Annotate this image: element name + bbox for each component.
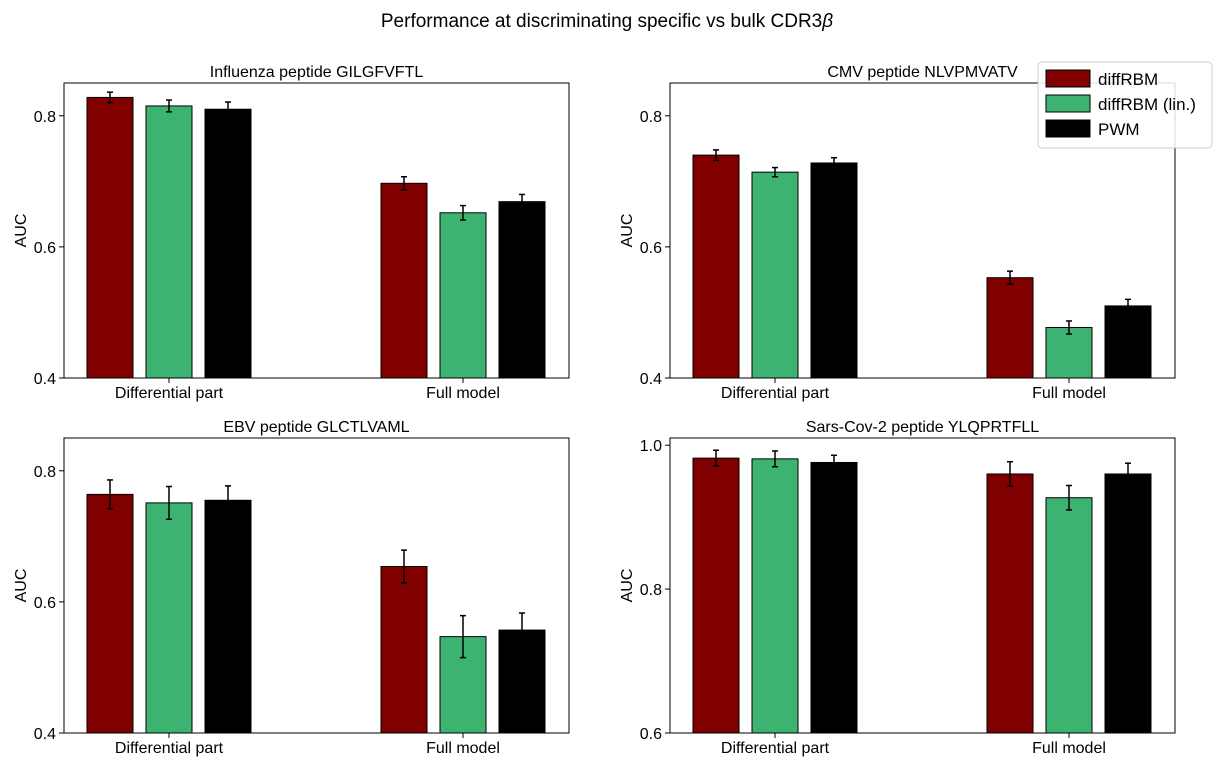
y-tick-label: 0.8 xyxy=(34,464,56,481)
y-tick-label: 0.6 xyxy=(34,595,56,612)
y-axis-label: AUC xyxy=(13,569,30,603)
bar xyxy=(751,458,799,734)
y-tick-label: 0.6 xyxy=(640,726,662,743)
subplot-4: 0.6 0.8 1.0 Differential part Full model Sars… xyxy=(619,419,1176,757)
bar xyxy=(986,277,1034,379)
bar xyxy=(751,171,799,379)
y-axis-label: AUC xyxy=(13,214,30,248)
y-tick-label: 0.8 xyxy=(640,582,662,599)
bar xyxy=(380,565,428,734)
bar xyxy=(692,457,740,734)
bar xyxy=(145,105,193,379)
axes-frame xyxy=(63,82,570,379)
bar xyxy=(1104,473,1152,734)
bar xyxy=(380,182,428,379)
bar xyxy=(1104,305,1152,379)
x-tick-label: Differential part xyxy=(115,740,224,757)
x-tick-label: Full model xyxy=(426,385,500,402)
x-tick-label: Full model xyxy=(1032,385,1106,402)
legend-label: diffRBM (lin.) xyxy=(1098,95,1196,114)
bar xyxy=(498,201,546,379)
subplot-title: EBV peptide GLCTLVAML xyxy=(223,419,409,436)
subplot-grid: 0.4 0.6 0.8 Differential part Full model Infl… xyxy=(13,64,1176,757)
bar xyxy=(86,96,134,379)
y-tick-label: 0.4 xyxy=(34,371,56,388)
y-axis-label: AUC xyxy=(619,569,636,603)
x-tick-label: Differential part xyxy=(721,385,830,402)
legend-label: PWM xyxy=(1098,120,1140,139)
bar xyxy=(1045,497,1093,734)
legend-swatch xyxy=(1045,69,1091,88)
bar xyxy=(204,108,252,379)
y-tick-label: 0.6 xyxy=(34,240,56,257)
bar xyxy=(986,473,1034,734)
subplot-2: 0.4 0.6 0.8 Differential part Full model CMV … xyxy=(619,64,1176,402)
bar xyxy=(1045,327,1093,379)
x-tick-label: Differential part xyxy=(115,385,224,402)
bar xyxy=(439,212,487,379)
bar xyxy=(204,499,252,734)
x-tick-label: Differential part xyxy=(721,740,830,757)
y-tick-label: 0.8 xyxy=(34,109,56,126)
legend-label: diffRBM xyxy=(1098,70,1158,89)
legend-swatch xyxy=(1045,94,1091,113)
bar xyxy=(810,162,858,379)
y-axis-label: AUC xyxy=(619,214,636,248)
y-tick-label: 0.6 xyxy=(640,240,662,257)
bar xyxy=(810,461,858,734)
subplot-title: Sars-Cov-2 peptide YLQPRTFLL xyxy=(806,419,1039,436)
axes-frame xyxy=(669,437,1176,734)
axes-frame xyxy=(63,437,570,734)
legend-swatch xyxy=(1045,119,1091,138)
subplot-1: 0.4 0.6 0.8 Differential part Full model Infl… xyxy=(13,64,570,402)
y-tick-label: 0.4 xyxy=(34,726,56,743)
subplot-title: CMV peptide NLVPMVATV xyxy=(827,64,1018,81)
y-tick-label: 0.4 xyxy=(640,371,662,388)
subplot-title: Influenza peptide GILGFVFTL xyxy=(210,64,424,81)
legend: diffRBM diffRBM (lin.) PWM xyxy=(1037,61,1213,149)
bar xyxy=(692,154,740,379)
x-tick-label: Full model xyxy=(1032,740,1106,757)
figure-title: Performance at discriminating specific v… xyxy=(381,11,833,32)
bar xyxy=(86,493,134,734)
bar xyxy=(145,502,193,734)
y-tick-label: 1.0 xyxy=(640,438,662,455)
subplot-3: 0.4 0.6 0.8 Differential part Full model EBV … xyxy=(13,419,570,757)
y-tick-label: 0.8 xyxy=(640,109,662,126)
axes-frame xyxy=(669,82,1176,379)
x-tick-label: Full model xyxy=(426,740,500,757)
